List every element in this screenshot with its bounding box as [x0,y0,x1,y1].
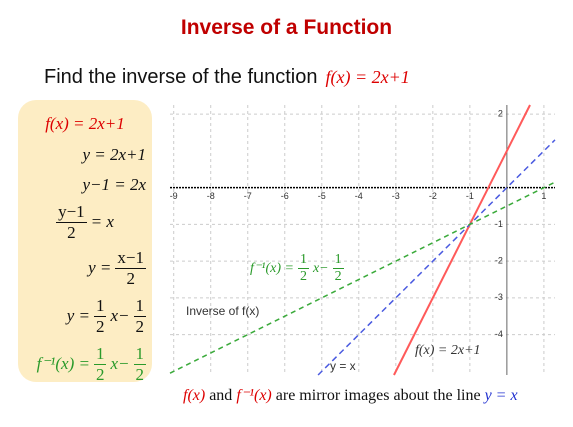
x-tick-label: -1 [466,191,474,201]
step: f⁻¹(x) = 1 2 x− 1 2 [22,340,148,388]
x-tick-label: -7 [244,191,252,201]
math-text: x− [110,354,130,373]
caption-part: f⁻¹(x) [236,387,272,404]
step: y = x−1 2 [22,244,148,292]
series-label: Inverse of f(x) [186,304,259,318]
x-tick-label: -9 [170,191,178,201]
step: y = 1 2 x− 1 2 [22,292,148,340]
y-tick-label: -3 [495,292,503,302]
caption-part: y = x [484,387,518,404]
denominator: 2 [334,269,342,284]
numerator: x−1 [115,247,146,269]
series-line [317,139,556,376]
inverse-annotation: f⁻¹(x) = 1 2 x− 1 2 [248,252,346,285]
math-text: x− [110,306,130,325]
caption-part: f(x) [183,387,206,404]
x-tick-label: -2 [429,191,437,201]
series-line [393,104,531,376]
title: Inverse of a Function [180,16,393,39]
step: y−1 2 = x [22,200,148,244]
series-line [169,181,556,374]
x-tick-label: -4 [355,191,363,201]
denominator: 2 [299,269,307,284]
denominator: 2 [135,316,145,336]
x-tick-label: -8 [207,191,215,201]
y-tick-label: -4 [495,329,503,339]
math-text: f⁻¹(x) = [250,261,294,276]
denominator: 2 [95,316,105,336]
fraction: y−1 2 [56,202,87,243]
math-text: y = [66,306,90,325]
step: f(x) = 2x+1 [22,108,148,140]
y-tick-label: 2 [498,109,503,119]
math-text: y = [88,258,112,277]
prompt: Find the inverse of the function f(x) = 2… [44,66,410,89]
x-tick-label: -3 [392,191,400,201]
denominator: 2 [126,268,135,288]
caption-part: and [209,387,233,404]
denominator: 2 [95,364,105,384]
numerator: 1 [93,343,107,365]
math-text: = x [90,212,114,231]
denominator: 2 [67,222,76,242]
caption: f(x) and f⁻¹(x) are mirror images about the… [183,385,522,405]
numerator: 1 [133,343,146,365]
numerator: 1 [297,252,309,269]
step: y−1 = 2x [22,170,148,200]
y-tick-label: -2 [495,255,503,265]
fraction: x−1 2 [115,248,146,289]
series-label: y = x [330,359,356,373]
steps-box [18,100,152,382]
prompt-text: Find the inverse of the function [44,66,318,88]
x-tick-label: 1 [541,191,546,201]
series-label: f(x) = 2x+1 [415,343,481,358]
math-text: f(x) = 2x+1 [45,114,125,133]
y-tick-label: -1 [495,219,503,229]
x-tick-label: -6 [281,191,289,201]
numerator: 1 [133,295,146,317]
numerator: 1 [332,252,344,269]
math-text: f⁻¹(x) = [36,354,90,373]
numerator: 1 [93,295,107,317]
numerator: y−1 [56,201,87,223]
prompt-function: f(x) = 2x+1 [325,67,410,87]
caption-part: are mirror images about the line [275,387,481,404]
denominator: 2 [135,364,145,384]
step: y = 2x+1 [22,140,148,170]
x-tick-label: -5 [318,191,326,201]
math-text: x− [312,260,329,276]
math-text: y−1 = 2x [82,175,146,194]
math-text: y = 2x+1 [82,145,146,164]
